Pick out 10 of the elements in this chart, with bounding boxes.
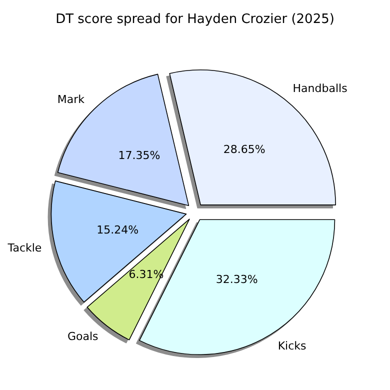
- data-label: 32.33%: [216, 273, 258, 286]
- slice-label: Kicks: [278, 339, 307, 352]
- slice-label: Mark: [57, 93, 86, 106]
- data-label: 15.24%: [96, 224, 139, 237]
- slice-label: Tackle: [6, 242, 42, 255]
- data-label: 28.65%: [223, 143, 266, 156]
- chart-title: DT score spread for Hayden Crozier (2025): [56, 12, 334, 27]
- slice-label: Goals: [67, 330, 99, 343]
- data-label: 17.35%: [118, 148, 160, 162]
- slice-label: Handballs: [292, 82, 348, 96]
